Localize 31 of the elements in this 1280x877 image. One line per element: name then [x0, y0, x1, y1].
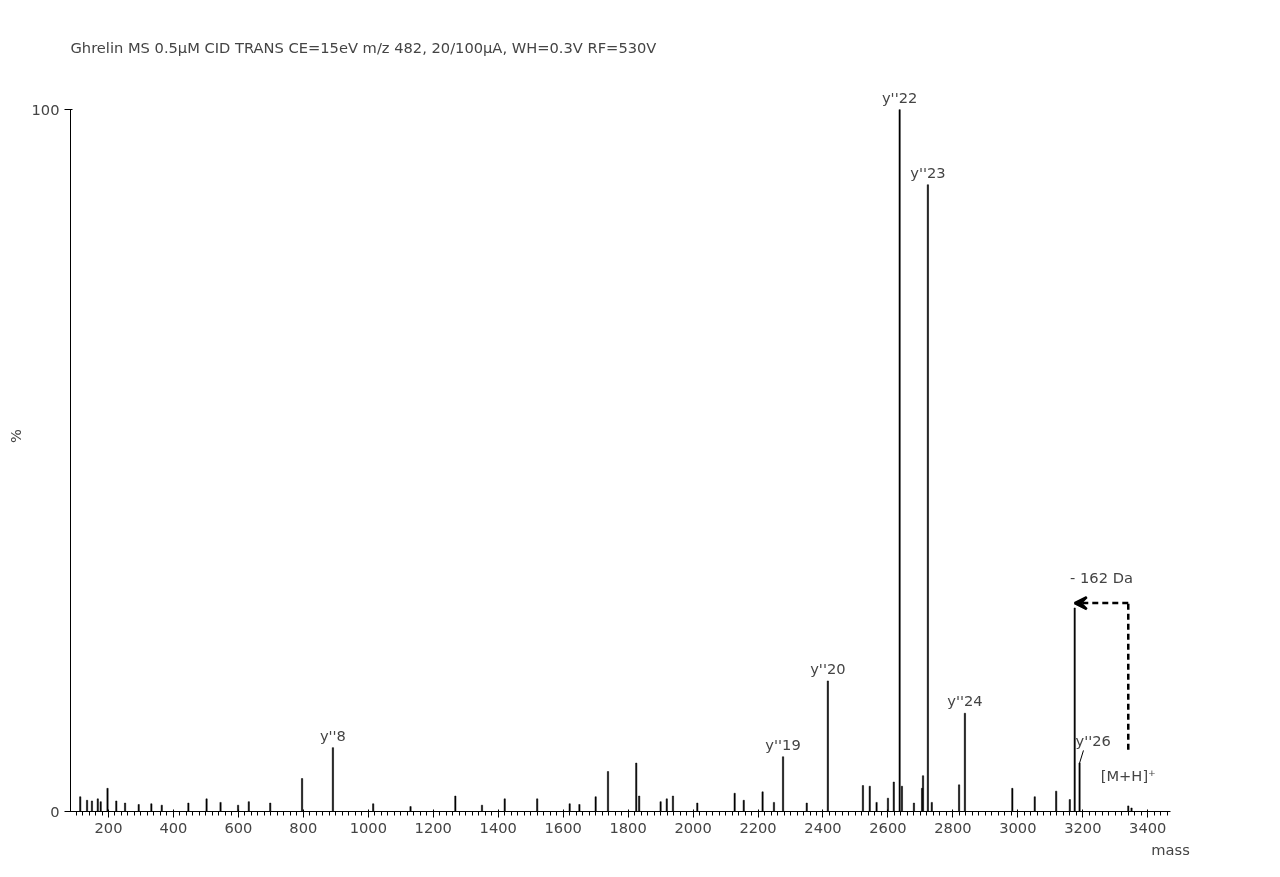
annotation: y''8 [319, 726, 346, 744]
x-tick-label: 2000 [674, 818, 712, 836]
x-tick-label: 1600 [544, 818, 582, 836]
y-tick-label: 100 [31, 100, 60, 118]
x-tick-label: 200 [94, 818, 123, 836]
x-tick-label: 3200 [1064, 818, 1102, 836]
y-tick-label: 0 [50, 802, 60, 820]
x-tick-label: 400 [159, 818, 188, 836]
x-tick-label: 2600 [869, 818, 907, 836]
annotation: [M+H]⁺ [1100, 766, 1156, 784]
x-tick-label: 800 [289, 818, 318, 836]
y-axis-title: % [6, 428, 24, 443]
x-tick-label: 1800 [609, 818, 647, 836]
x-tick-label: 2400 [804, 818, 842, 836]
x-tick-label: 1200 [414, 818, 452, 836]
annotation: y''19 [765, 735, 801, 753]
x-tick-label: 1400 [479, 818, 517, 836]
x-tick-label: 2200 [739, 818, 777, 836]
x-tick-label: 3000 [999, 818, 1037, 836]
annotation: y''23 [910, 163, 946, 181]
x-tick-label: 600 [224, 818, 253, 836]
x-tick-label: 1000 [349, 818, 387, 836]
annotation: - 162 Da [1070, 568, 1133, 586]
x-tick-label: 2800 [934, 818, 972, 836]
x-axis-title: mass [1151, 840, 1190, 858]
chart-title: Ghrelin MS 0.5µM CID TRANS CE=15eV m/z 482, 20/100µA, WH=0.3V RF=530V [70, 38, 657, 56]
annotation: y''26 [1075, 732, 1111, 750]
x-tick-label: 3400 [1129, 818, 1167, 836]
annotation: y''24 [947, 692, 983, 710]
annotation: y''22 [881, 88, 918, 106]
annotation: y''20 [810, 659, 846, 677]
